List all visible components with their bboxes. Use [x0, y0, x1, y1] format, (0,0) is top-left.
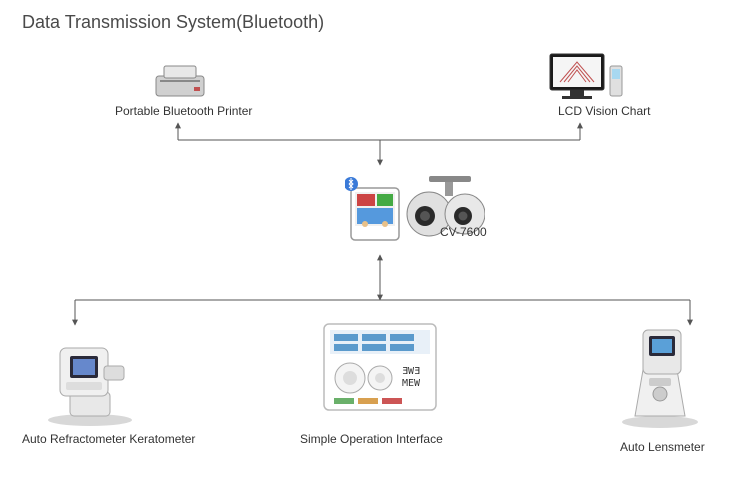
lensmeter-device: [615, 320, 705, 435]
interface-label: Simple Operation Interface: [300, 432, 443, 446]
phoropter-label: CV-7600: [440, 225, 487, 239]
monitor-icon: [548, 52, 628, 107]
svg-text:ƎWƎ: ƎWƎ: [402, 366, 420, 377]
lensmeter-icon: [615, 320, 705, 430]
printer-device: [150, 62, 210, 105]
lensmeter-label: Auto Lensmeter: [620, 440, 705, 454]
monitor-device: [548, 52, 628, 112]
page-title: Data Transmission System(Bluetooth): [22, 12, 324, 33]
svg-text:MEW: MEW: [402, 378, 421, 389]
phoropter-device: [345, 170, 485, 255]
printer-icon: [150, 62, 210, 100]
interface-icon: ƎWƎ MEW: [320, 320, 440, 415]
refractometer-device: [40, 332, 140, 432]
monitor-label: LCD Vision Chart: [558, 104, 650, 118]
printer-label: Portable Bluetooth Printer: [115, 104, 252, 118]
interface-device: ƎWƎ MEW: [320, 320, 440, 420]
refractometer-icon: [40, 332, 140, 427]
refractometer-label: Auto Refractometer Keratometer: [22, 432, 195, 446]
